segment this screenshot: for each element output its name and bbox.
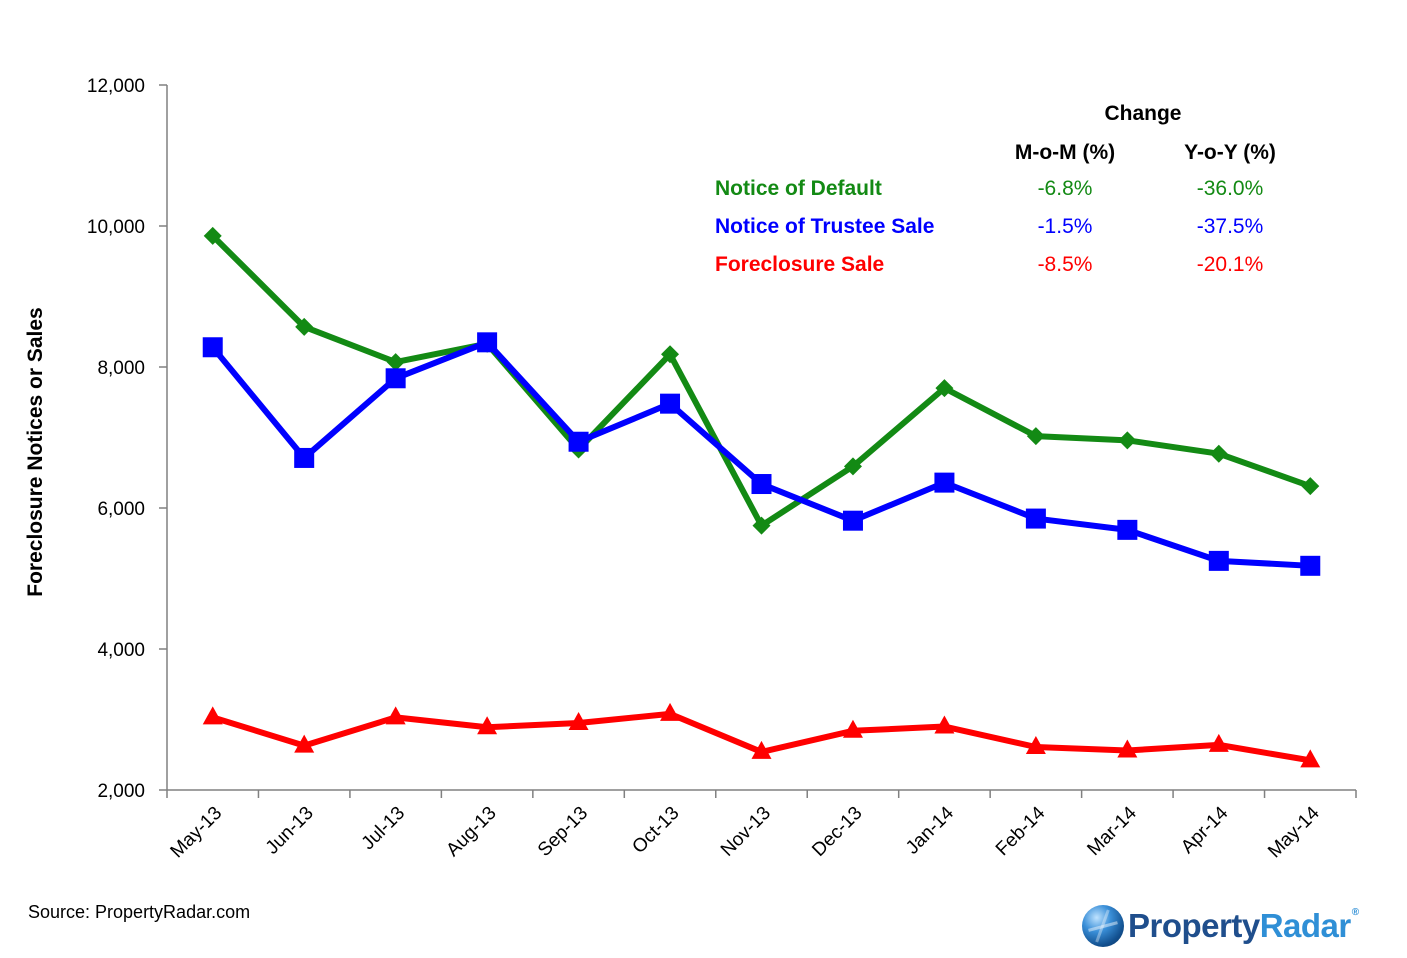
- data-point: [843, 457, 862, 476]
- y-axis-title: Foreclosure Notices or Sales: [24, 307, 47, 596]
- y-tick-label: 12,000: [87, 76, 145, 97]
- source-note: Source: PropertyRadar.com: [28, 902, 251, 922]
- change-table-row-mom: -8.5%: [1038, 253, 1093, 276]
- data-point: [295, 317, 314, 336]
- data-point: [202, 337, 223, 358]
- data-point: [385, 368, 406, 389]
- x-tick-label: May-14: [1264, 802, 1324, 862]
- data-point: [568, 431, 589, 452]
- x-tick-label: Oct-13: [628, 803, 683, 858]
- change-table-row-yoy: -20.1%: [1197, 253, 1264, 276]
- x-tick-label: Jan-14: [902, 802, 958, 858]
- data-point: [386, 353, 405, 372]
- change-table-row-yoy: -37.5%: [1197, 215, 1264, 238]
- y-tick-label: 10,000: [87, 217, 145, 238]
- x-tick-label: May-13: [167, 803, 227, 863]
- data-point: [477, 332, 498, 353]
- series-notice-of-default: [203, 226, 1320, 535]
- x-tick-label: Mar-14: [1083, 802, 1141, 860]
- series-foreclosure-sale: [202, 702, 1321, 768]
- data-point: [752, 516, 771, 535]
- data-point: [842, 719, 863, 738]
- data-point: [477, 716, 498, 735]
- series-group: [202, 226, 1321, 768]
- x-tick-label: Aug-13: [442, 803, 500, 861]
- data-point: [202, 706, 223, 725]
- x-tick-label: Jul-13: [358, 803, 409, 854]
- data-point: [660, 702, 681, 721]
- globe-icon: [1082, 905, 1124, 947]
- data-point: [1025, 735, 1046, 754]
- data-point: [294, 734, 315, 753]
- y-tick-label: 6,000: [97, 499, 145, 520]
- y-tick-label: 2,000: [97, 781, 145, 802]
- logo-wordmark: PropertyRadar®: [1128, 907, 1359, 944]
- change-table-header-yoy: Y-o-Y (%): [1184, 141, 1276, 164]
- data-point: [1301, 477, 1320, 496]
- data-point: [1117, 739, 1138, 758]
- data-point: [934, 472, 955, 493]
- data-point: [842, 510, 863, 531]
- x-tick-label: Feb-14: [992, 802, 1050, 860]
- propertyradar-logo: PropertyRadar®: [1082, 901, 1359, 951]
- data-point: [1300, 555, 1321, 576]
- data-point: [203, 226, 222, 245]
- change-table-header-mom: M-o-M (%): [1015, 141, 1115, 164]
- x-tick-label: Apr-14: [1177, 802, 1232, 857]
- change-table-row-name: Notice of Trustee Sale: [715, 215, 934, 238]
- change-table-row-mom: -6.8%: [1038, 177, 1093, 200]
- change-table-row-yoy: -36.0%: [1197, 177, 1264, 200]
- y-tick-label: 4,000: [97, 640, 145, 661]
- data-point: [751, 740, 772, 759]
- data-point: [1025, 508, 1046, 529]
- data-point: [1209, 444, 1228, 463]
- data-point: [1026, 427, 1045, 446]
- change-table-row-mom: -1.5%: [1038, 215, 1093, 238]
- series-notice-of-trustee-sale: [202, 332, 1321, 576]
- x-tick-label: Sep-13: [534, 803, 592, 861]
- data-point: [660, 393, 681, 414]
- data-point: [935, 379, 954, 398]
- data-point: [1208, 733, 1229, 752]
- change-table: Change M-o-M (%) Y-o-Y (%) Notice of Defaul…: [715, 102, 1276, 276]
- change-table-row-name: Notice of Default: [715, 177, 882, 200]
- x-tick-label: Dec-13: [808, 803, 866, 861]
- data-point: [294, 447, 315, 468]
- change-table-title: Change: [1104, 102, 1181, 125]
- data-point: [1118, 431, 1137, 450]
- x-tick-label: Nov-13: [717, 803, 775, 861]
- data-point: [661, 345, 680, 364]
- data-point: [1208, 550, 1229, 571]
- data-point: [385, 706, 406, 725]
- data-point: [1117, 519, 1138, 540]
- data-point: [934, 715, 955, 734]
- x-tick-label: Jun-13: [262, 803, 318, 859]
- data-point: [568, 712, 589, 731]
- change-table-row-name: Foreclosure Sale: [715, 253, 884, 276]
- data-point: [751, 474, 772, 495]
- data-point: [1300, 749, 1321, 768]
- y-tick-label: 8,000: [97, 358, 145, 379]
